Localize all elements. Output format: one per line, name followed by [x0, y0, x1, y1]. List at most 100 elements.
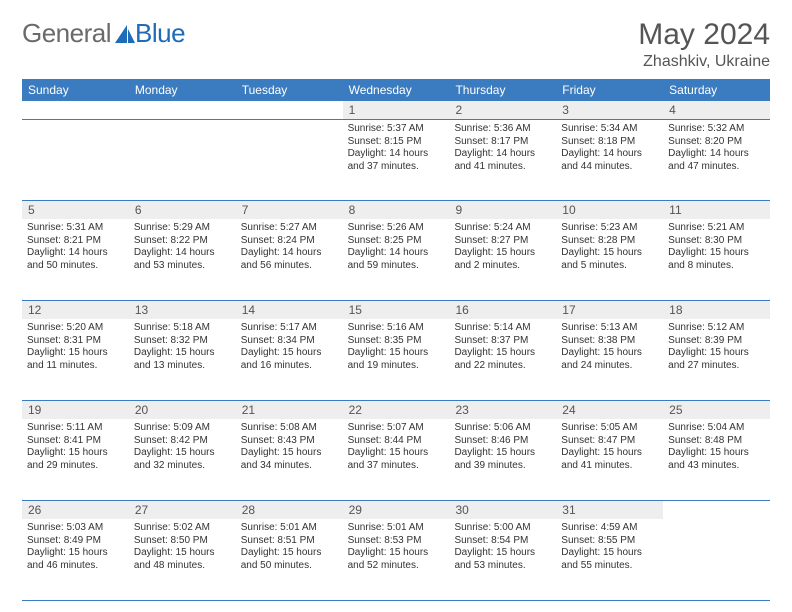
day-sunset: Sunset: 8:37 PM [454, 335, 551, 348]
day-day1: Daylight: 14 hours [561, 148, 658, 161]
day-sunset: Sunset: 8:17 PM [454, 136, 551, 149]
day-number: 21 [236, 401, 343, 419]
day-sunrise: Sunrise: 5:11 AM [27, 422, 124, 435]
day-number: 2 [449, 101, 556, 119]
day-cell: Sunrise: 5:13 AMSunset: 8:38 PMDaylight:… [556, 319, 663, 400]
day-number-row: 12131415161718 [22, 301, 770, 319]
day-cell: Sunrise: 5:29 AMSunset: 8:22 PMDaylight:… [129, 219, 236, 300]
day-number-row: 567891011 [22, 201, 770, 219]
day-day2: and 2 minutes. [454, 260, 551, 273]
day-day2: and 22 minutes. [454, 360, 551, 373]
day-cell: Sunrise: 5:27 AMSunset: 8:24 PMDaylight:… [236, 219, 343, 300]
day-sunset: Sunset: 8:34 PM [241, 335, 338, 348]
week-row: Sunrise: 5:31 AMSunset: 8:21 PM Daylight:… [22, 219, 770, 301]
day-sunrise: Sunrise: 5:08 AM [241, 422, 338, 435]
day-number [129, 101, 236, 119]
day-cell: Sunrise: 5:07 AMSunset: 8:44 PMDaylight:… [343, 419, 450, 500]
day-sunrise: Sunrise: 5:21 AM [668, 222, 765, 235]
day-sunrise: Sunrise: 5:05 AM [561, 422, 658, 435]
day-day2: and 53 minutes. [454, 560, 551, 573]
day-day1: Daylight: 15 hours [668, 447, 765, 460]
day-day2: and 43 minutes. [668, 460, 765, 473]
day-sunset: Sunset: 8:30 PM [668, 235, 765, 248]
day-sunrise: Sunrise: 5:04 AM [668, 422, 765, 435]
weekday-header: Sunday Monday Tuesday Wednesday Thursday… [22, 79, 770, 101]
day-sunset: Sunset: 8:31 PM [27, 335, 124, 348]
day-cell: Sunrise: 5:32 AMSunset: 8:20 PMDaylight:… [663, 120, 770, 200]
weeks-container: 1234Sunrise: 5:37 AMSunset: 8:15 PMDayli… [22, 101, 770, 601]
brand-logo: General Blue [22, 18, 185, 49]
day-sunset: Sunset: 8:24 PM [241, 235, 338, 248]
day-number [22, 101, 129, 119]
day-sunset: Sunset: 8:18 PM [561, 136, 658, 149]
day-sunrise: Sunrise: 4:59 AM [561, 522, 658, 535]
day-sunset: Sunset: 8:55 PM [561, 535, 658, 548]
day-day1: Daylight: 14 hours [668, 148, 765, 161]
day-sunset: Sunset: 8:15 PM [348, 136, 445, 149]
day-sunrise: Sunrise: 5:31 AM [27, 222, 124, 235]
day-cell: Sunrise: 5:14 AMSunset: 8:37 PMDaylight:… [449, 319, 556, 400]
day-number: 16 [449, 301, 556, 319]
day-sunset: Sunset: 8:54 PM [454, 535, 551, 548]
day-number: 14 [236, 301, 343, 319]
day-number-row: 1234 [22, 101, 770, 119]
day-sunrise: Sunrise: 5:13 AM [561, 322, 658, 335]
day-day2: and 37 minutes. [348, 161, 445, 174]
day-day1: Daylight: 15 hours [454, 547, 551, 560]
day-sunset: Sunset: 8:43 PM [241, 435, 338, 448]
day-cell: Sunrise: 5:06 AMSunset: 8:46 PMDaylight:… [449, 419, 556, 500]
day-number: 10 [556, 201, 663, 219]
day-sunset: Sunset: 8:20 PM [668, 136, 765, 149]
day-day1: Daylight: 14 hours [348, 247, 445, 260]
week-row: Sunrise: 5:20 AMSunset: 8:31 PMDaylight:… [22, 319, 770, 401]
day-day2: and 50 minutes. [27, 260, 124, 273]
day-sunrise: Sunrise: 5:34 AM [561, 123, 658, 136]
day-number: 6 [129, 201, 236, 219]
weekday-sat: Saturday [663, 79, 770, 101]
day-sunrise: Sunrise: 5:36 AM [454, 123, 551, 136]
day-day1: Daylight: 15 hours [348, 547, 445, 560]
day-sunset: Sunset: 8:38 PM [561, 335, 658, 348]
day-day1: Daylight: 15 hours [134, 447, 231, 460]
day-day2: and 41 minutes. [561, 460, 658, 473]
day-day2: and 39 minutes. [454, 460, 551, 473]
day-sunrise: Sunrise: 5:29 AM [134, 222, 231, 235]
day-number: 20 [129, 401, 236, 419]
day-sunrise: Sunrise: 5:12 AM [668, 322, 765, 335]
day-number: 22 [343, 401, 450, 419]
week-row: Sunrise: 5:03 AMSunset: 8:49 PMDaylight:… [22, 519, 770, 601]
day-cell [129, 120, 236, 200]
day-day2: and 44 minutes. [561, 161, 658, 174]
day-cell: Sunrise: 5:17 AMSunset: 8:34 PMDaylight:… [236, 319, 343, 400]
calendar-grid: Sunday Monday Tuesday Wednesday Thursday… [22, 79, 770, 601]
day-cell: Sunrise: 5:31 AMSunset: 8:21 PMDaylight:… [22, 219, 129, 300]
day-sunset: Sunset: 8:49 PM [27, 535, 124, 548]
weekday-fri: Friday [556, 79, 663, 101]
day-number: 1 [343, 101, 450, 119]
day-sunset: Sunset: 8:21 PM [27, 235, 124, 248]
day-sunset: Sunset: 8:27 PM [454, 235, 551, 248]
day-sunset: Sunset: 8:50 PM [134, 535, 231, 548]
day-day1: Daylight: 15 hours [134, 347, 231, 360]
day-sunrise: Sunrise: 5:23 AM [561, 222, 658, 235]
day-day1: Daylight: 15 hours [241, 447, 338, 460]
day-day2: and 55 minutes. [561, 560, 658, 573]
brand-part1: General [22, 18, 111, 49]
day-day2: and 32 minutes. [134, 460, 231, 473]
day-number: 18 [663, 301, 770, 319]
calendar-page: General Blue May 2024 Zhashkiv, Ukraine … [0, 0, 792, 612]
day-sunset: Sunset: 8:51 PM [241, 535, 338, 548]
weekday-mon: Monday [129, 79, 236, 101]
day-sunrise: Sunrise: 5:16 AM [348, 322, 445, 335]
day-cell: Sunrise: 5:24 AMSunset: 8:27 PMDaylight:… [449, 219, 556, 300]
day-number: 24 [556, 401, 663, 419]
day-sunrise: Sunrise: 5:17 AM [241, 322, 338, 335]
day-day1: Daylight: 15 hours [668, 347, 765, 360]
day-sunset: Sunset: 8:53 PM [348, 535, 445, 548]
day-day1: Daylight: 15 hours [348, 347, 445, 360]
day-sunset: Sunset: 8:32 PM [134, 335, 231, 348]
day-day2: and 48 minutes. [134, 560, 231, 573]
day-sunrise: Sunrise: 5:24 AM [454, 222, 551, 235]
day-cell [22, 120, 129, 200]
day-number: 9 [449, 201, 556, 219]
